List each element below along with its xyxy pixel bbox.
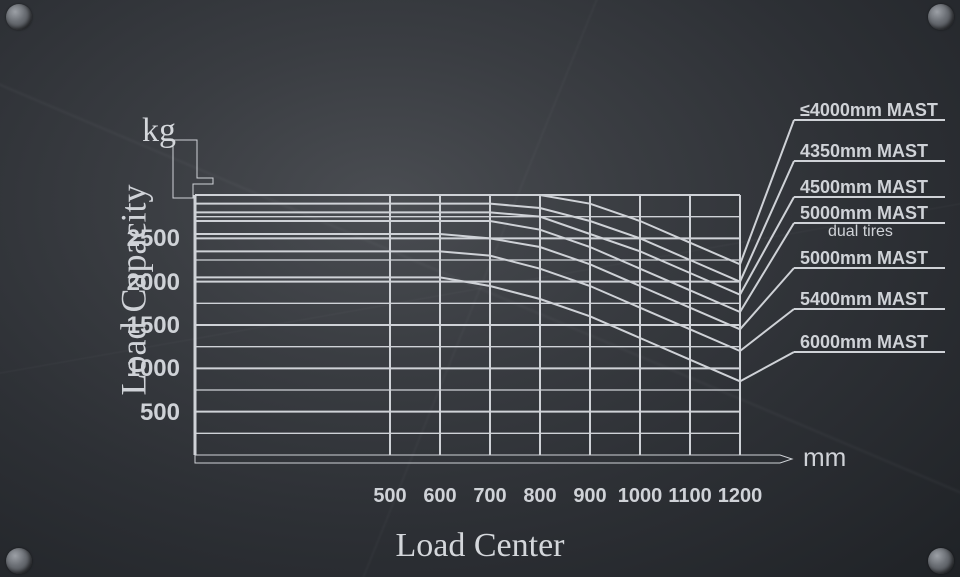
y-tick-label: 2000: [110, 269, 180, 297]
x-tick-label: 1100: [665, 485, 715, 508]
mast-label: 5400mm MAST: [800, 289, 928, 310]
x-tick-label: 600: [415, 485, 465, 508]
y-tick-label: 1000: [110, 355, 180, 383]
mast-leader: [740, 161, 794, 282]
mast-leader: [740, 309, 794, 351]
mast-label: 4350mm MAST: [800, 141, 928, 162]
x-tick-label: 1200: [715, 485, 765, 508]
mast-sublabel: dual tires: [828, 223, 893, 241]
mast-label: 4500mm MAST: [800, 177, 928, 198]
x-tick-label: 800: [515, 485, 565, 508]
mast-label: 6000mm MAST: [800, 332, 928, 353]
mast-label: ≤4000mm MAST: [800, 100, 938, 121]
x-tick-label: 900: [565, 485, 615, 508]
y-tick-label: 500: [110, 399, 180, 427]
y-tick-label: 2500: [110, 225, 180, 253]
mast-curve: [195, 251, 740, 351]
y-tick-label: 1500: [110, 312, 180, 340]
mast-leader: [740, 120, 794, 264]
x-tick-label: 500: [365, 485, 415, 508]
x-tick-label: 1000: [615, 485, 665, 508]
mast-leader: [740, 352, 794, 381]
x-axis-fork: [195, 455, 792, 463]
mast-curve: [195, 204, 740, 282]
mast-leader: [740, 197, 794, 295]
mast-label: 5000mm MAST: [800, 248, 928, 269]
x-tick-label: 700: [465, 485, 515, 508]
mast-label: 5000mm MAST: [800, 203, 928, 224]
